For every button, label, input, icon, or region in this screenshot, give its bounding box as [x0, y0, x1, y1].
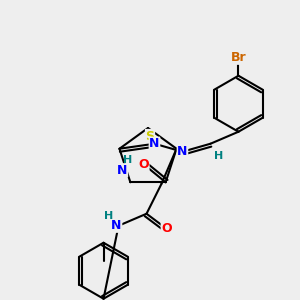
Text: Br: Br: [231, 51, 246, 64]
Text: N: N: [111, 219, 122, 232]
Text: H: H: [214, 151, 223, 161]
Text: O: O: [138, 158, 149, 171]
Text: N: N: [117, 164, 128, 177]
Text: H: H: [104, 211, 113, 221]
Text: N: N: [177, 145, 188, 158]
Text: S: S: [146, 130, 154, 142]
Text: O: O: [161, 222, 172, 235]
Text: H: H: [123, 155, 132, 165]
Text: N: N: [149, 137, 160, 150]
